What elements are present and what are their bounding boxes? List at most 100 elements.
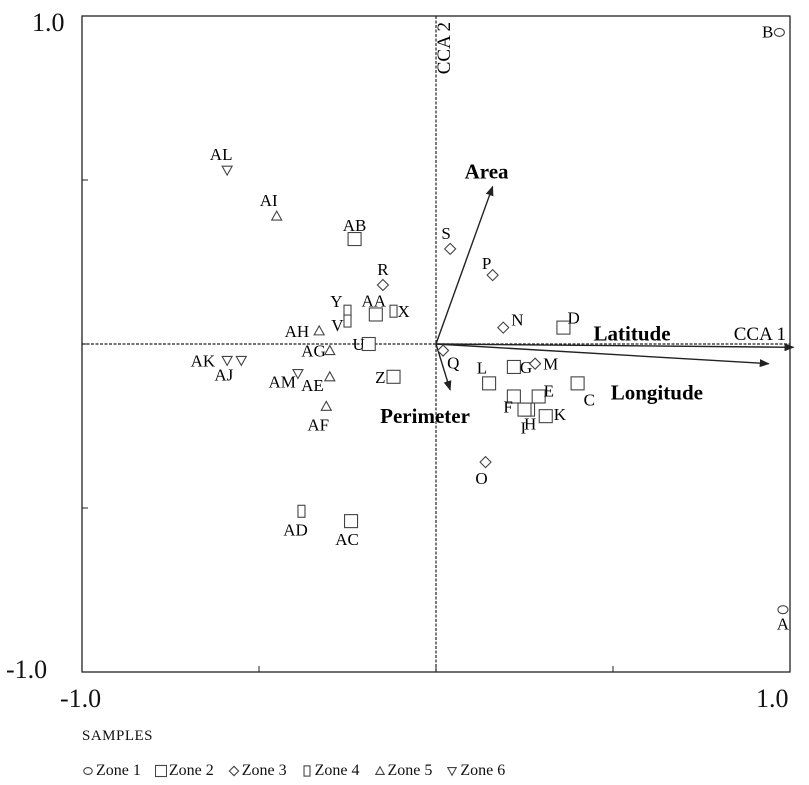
point-label: AL (210, 145, 233, 164)
zone-marker (323, 370, 336, 382)
zone-marker (486, 268, 499, 282)
vector-arrow (435, 343, 770, 368)
vector-label: Area (465, 160, 509, 184)
point-label: AB (343, 216, 367, 235)
point-label: I (521, 419, 527, 438)
point-label: AK (191, 351, 216, 370)
point-label: X (398, 302, 410, 321)
zone-marker (343, 514, 359, 529)
zone-marker (235, 355, 248, 367)
x-min-label: -1.0 (60, 684, 102, 713)
point-label: P (482, 254, 491, 273)
zone-marker (292, 368, 304, 380)
zone-marker (517, 402, 532, 417)
zone-marker (496, 321, 510, 334)
zone-marker (436, 344, 450, 357)
y-max-label: 1.0 (32, 8, 65, 37)
zone-marker (228, 765, 240, 777)
point-label: AI (260, 191, 278, 210)
point-label: R (377, 260, 389, 279)
zone-marker (447, 767, 458, 777)
zone-marker (389, 304, 398, 318)
point-label: S (441, 224, 450, 243)
point-label: E (544, 381, 554, 400)
point-label: AA (362, 291, 387, 310)
zone-marker (506, 389, 521, 404)
vector-label: Perimeter (380, 404, 470, 428)
vertical-axis-name: CCA 2 (434, 22, 455, 74)
point-label: M (543, 355, 558, 374)
zone-marker (570, 376, 585, 391)
zone-marker (83, 767, 93, 775)
zone-marker (270, 209, 283, 221)
zone-marker (479, 455, 492, 469)
zone-marker (313, 324, 326, 336)
legend-item-zone2: Zone 2 (154, 762, 214, 780)
point-label: AE (301, 376, 324, 395)
zone-marker (320, 400, 333, 411)
legend: Zone 1 Zone 2 Zone 3 Zone 4 Zone 5 Zone 6 (82, 760, 519, 782)
zone-marker (376, 278, 390, 292)
legend-item-zone5: Zone 5 (374, 762, 433, 780)
zone-marker (443, 242, 457, 256)
vector-label: Longitude (611, 381, 703, 405)
zone-marker (303, 765, 311, 777)
legend-symbol-icon (303, 765, 311, 777)
legend-item-zone1: Zone 1 (82, 762, 141, 780)
legend-symbol-icon (447, 767, 458, 777)
point-label: D (567, 309, 579, 328)
cca-biplot: CCA 1 CCA 2 Area Latitude Longitude Perimeter… (81, 15, 795, 673)
legend-item-zone4: Zone 4 (301, 762, 360, 780)
legend-item-zone6: Zone 6 (446, 762, 505, 780)
zone-marker (343, 314, 352, 328)
point-label: N (511, 311, 523, 330)
legend-title: SAMPLES (82, 728, 154, 744)
point-label: H (524, 415, 536, 434)
legend-symbol-icon (228, 765, 240, 777)
legend-symbol-icon (154, 764, 167, 778)
point-label: U (352, 335, 364, 354)
zone-marker (154, 764, 167, 778)
zone-marker (361, 336, 376, 352)
point-label: Y (330, 292, 342, 311)
y-min-label: -1.0 (6, 655, 48, 684)
zone-marker (556, 320, 571, 335)
zone-marker (368, 307, 383, 322)
legend-symbol-icon (374, 765, 385, 775)
zone-marker (506, 359, 521, 375)
point-label: B (762, 22, 773, 41)
zone-marker (323, 344, 336, 356)
point-label: K (554, 405, 567, 424)
zone-marker (538, 409, 553, 424)
zone-marker (777, 605, 789, 615)
zone-marker (386, 369, 401, 384)
zone-marker (374, 765, 385, 775)
legend-symbol-icon (83, 767, 93, 775)
point-label: AD (283, 520, 308, 539)
point-label: AM (269, 373, 296, 392)
zone-marker (221, 355, 234, 367)
horizontal-axis-name: CCA 1 (734, 324, 786, 345)
point-label: AJ (214, 365, 233, 384)
vector-arrow (435, 343, 795, 352)
zone-marker (297, 504, 306, 518)
legend-label: Zone 5 (387, 762, 433, 779)
vector-label: Latitude (594, 321, 671, 345)
point-label: G (520, 358, 532, 377)
point-label: AH (285, 322, 310, 341)
legend-label: Zone 6 (460, 762, 506, 779)
point-label: C (584, 390, 595, 409)
legend-label: Zone 2 (168, 762, 214, 779)
point-label: F (503, 397, 512, 416)
vector-arrow (435, 185, 494, 345)
sample-points: ABCDEFGHIKLZABACAAUMNOPQRSXYVADAGAEAFAHA… (191, 22, 790, 633)
point-label: V (331, 316, 344, 335)
legend-item-zone3: Zone 3 (228, 762, 287, 780)
point-label: AC (335, 530, 359, 549)
point-label: L (477, 358, 487, 377)
legend-label: Zone 3 (241, 762, 287, 779)
x-max-label: 1.0 (756, 684, 789, 713)
zone-marker (531, 389, 546, 404)
zone-marker (221, 165, 234, 177)
zone-marker (347, 231, 362, 247)
